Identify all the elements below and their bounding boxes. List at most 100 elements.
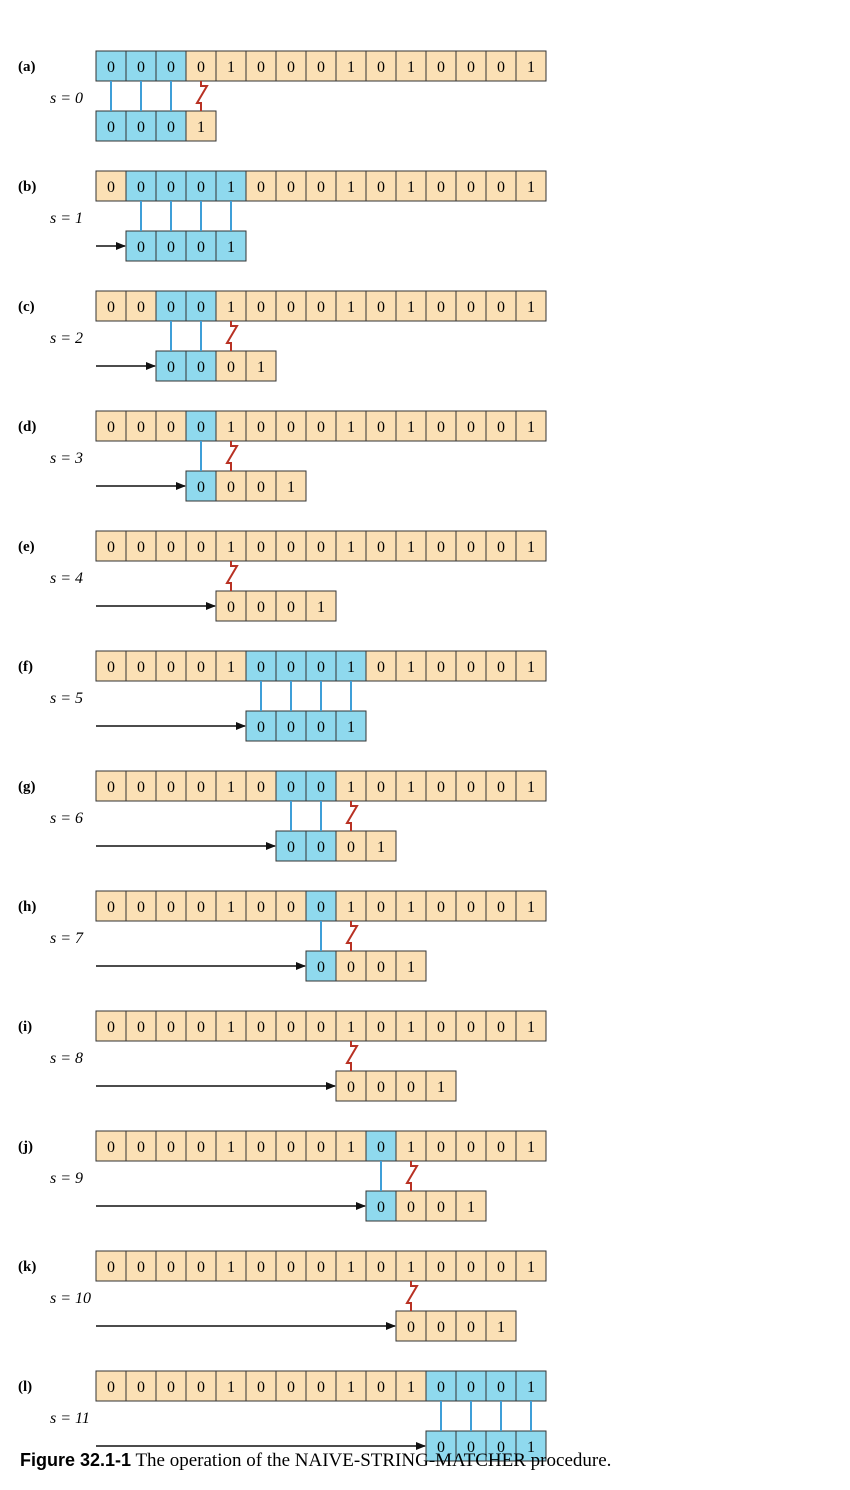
text-cell-value: 0 <box>257 899 265 916</box>
text-cell <box>485 1130 517 1162</box>
text-cell-value: 1 <box>407 779 415 796</box>
text-cell-value: 0 <box>167 779 175 796</box>
text-cell-value: 0 <box>257 419 265 436</box>
text-cell-value: 0 <box>497 899 505 916</box>
text-cell-value: 0 <box>287 179 295 196</box>
pattern-cell <box>305 590 337 622</box>
text-cell-value: 0 <box>287 1019 295 1036</box>
text-cell-value: 1 <box>347 899 355 916</box>
text-cell-value: 1 <box>527 1019 535 1036</box>
text-cell-value: 1 <box>407 179 415 196</box>
text-cell-value: 0 <box>317 899 325 916</box>
panel-label: (d) <box>18 419 36 435</box>
text-cell-value: 0 <box>317 1379 325 1396</box>
pattern-cell-value: 0 <box>377 1199 385 1216</box>
text-cell <box>515 50 547 82</box>
text-cell <box>485 290 517 322</box>
text-cell-value: 0 <box>137 59 145 76</box>
text-cell <box>275 50 307 82</box>
text-cell <box>275 1010 307 1042</box>
text-cell-value: 0 <box>467 419 475 436</box>
panel-label: (j) <box>18 1139 33 1155</box>
text-cell-value: 1 <box>527 1139 535 1156</box>
text-cell-value: 0 <box>377 1379 385 1396</box>
panel-label: (k) <box>18 1259 36 1275</box>
text-cell <box>455 650 487 682</box>
shift-label: s = 5 <box>50 690 83 707</box>
figure-caption-text: The operation of the NAIVE-STRING-MATCHE… <box>131 1450 612 1471</box>
text-cell-value: 0 <box>317 659 325 676</box>
text-cell <box>155 1250 187 1282</box>
shift-label: s = 1 <box>50 210 83 227</box>
text-cell <box>395 530 427 562</box>
text-cell-value: 1 <box>527 779 535 796</box>
text-cell-value: 0 <box>317 299 325 316</box>
figure-caption: Figure 32.1-1 The operation of the NAIVE… <box>20 1450 611 1472</box>
text-cell-value: 1 <box>347 1379 355 1396</box>
text-cell-value: 0 <box>317 539 325 556</box>
text-cell <box>185 770 217 802</box>
shift-label: s = 3 <box>50 450 83 467</box>
text-cell-value: 0 <box>167 1139 175 1156</box>
pattern-cell-value: 0 <box>107 119 115 136</box>
text-cell-value: 0 <box>257 659 265 676</box>
panel: (k) s = 10 0 0 0 0 1 0 0 0 1 0 1 0 0 0 1 0 0 0 1 <box>18 1250 547 1342</box>
text-cell <box>155 770 187 802</box>
text-cell-value: 0 <box>467 779 475 796</box>
pattern-cell <box>395 1190 427 1222</box>
text-cell-value: 0 <box>257 59 265 76</box>
text-cell-value: 0 <box>437 1019 445 1036</box>
text-cell-value: 0 <box>137 1019 145 1036</box>
text-cell <box>425 290 457 322</box>
text-cell-value: 0 <box>377 899 385 916</box>
text-cell <box>185 650 217 682</box>
text-cell <box>95 410 127 442</box>
pattern-cell-value: 0 <box>167 359 175 376</box>
text-cell-value: 0 <box>437 539 445 556</box>
pattern-cell-matched <box>515 1430 547 1462</box>
text-cell-value: 0 <box>107 539 115 556</box>
text-cell-value: 0 <box>377 1259 385 1276</box>
text-cell <box>365 1010 397 1042</box>
text-cell-value: 0 <box>257 179 265 196</box>
text-cell <box>215 1370 247 1402</box>
text-cell-value: 0 <box>377 659 385 676</box>
text-cell <box>305 170 337 202</box>
text-cell <box>275 1250 307 1282</box>
pattern-cell-value: 0 <box>137 239 145 256</box>
text-cell-value: 0 <box>377 179 385 196</box>
text-cell-value: 0 <box>497 1019 505 1036</box>
text-cell-value: 0 <box>287 659 295 676</box>
text-cell <box>95 530 127 562</box>
panel: (a) s = 0 0 0 0 0 1 0 0 0 1 0 1 0 0 0 1 0 0 0 1 <box>18 50 547 142</box>
text-cell-value: 0 <box>107 1379 115 1396</box>
text-cell <box>95 290 127 322</box>
text-cell-value: 0 <box>167 1259 175 1276</box>
pattern-cell-value: 0 <box>467 1439 475 1456</box>
pattern-cell-value: 0 <box>227 359 235 376</box>
text-cell <box>155 1370 187 1402</box>
pattern-cell-value: 1 <box>287 479 295 496</box>
pattern-cell-value: 1 <box>437 1079 445 1096</box>
pattern-cell-value: 0 <box>437 1319 445 1336</box>
text-cell <box>185 1130 217 1162</box>
text-cell-matched <box>275 650 307 682</box>
text-cell-value: 0 <box>197 1379 205 1396</box>
pattern-cell-value: 0 <box>287 599 295 616</box>
text-cell <box>155 1010 187 1042</box>
text-cell-value: 0 <box>167 1019 175 1036</box>
text-cell-value: 0 <box>107 1019 115 1036</box>
pattern-cell-value: 0 <box>407 1319 415 1336</box>
pattern-cell-value: 0 <box>197 479 205 496</box>
text-cell <box>95 890 127 922</box>
pattern-cell <box>455 1190 487 1222</box>
text-cell-value: 0 <box>377 539 385 556</box>
text-cell <box>305 530 337 562</box>
text-cell-value: 0 <box>137 539 145 556</box>
text-cell-value: 0 <box>167 539 175 556</box>
text-cell-value: 0 <box>287 1259 295 1276</box>
text-cell-value: 1 <box>227 59 235 76</box>
text-cell <box>275 290 307 322</box>
text-cell <box>515 1250 547 1282</box>
text-cell-matched <box>155 170 187 202</box>
